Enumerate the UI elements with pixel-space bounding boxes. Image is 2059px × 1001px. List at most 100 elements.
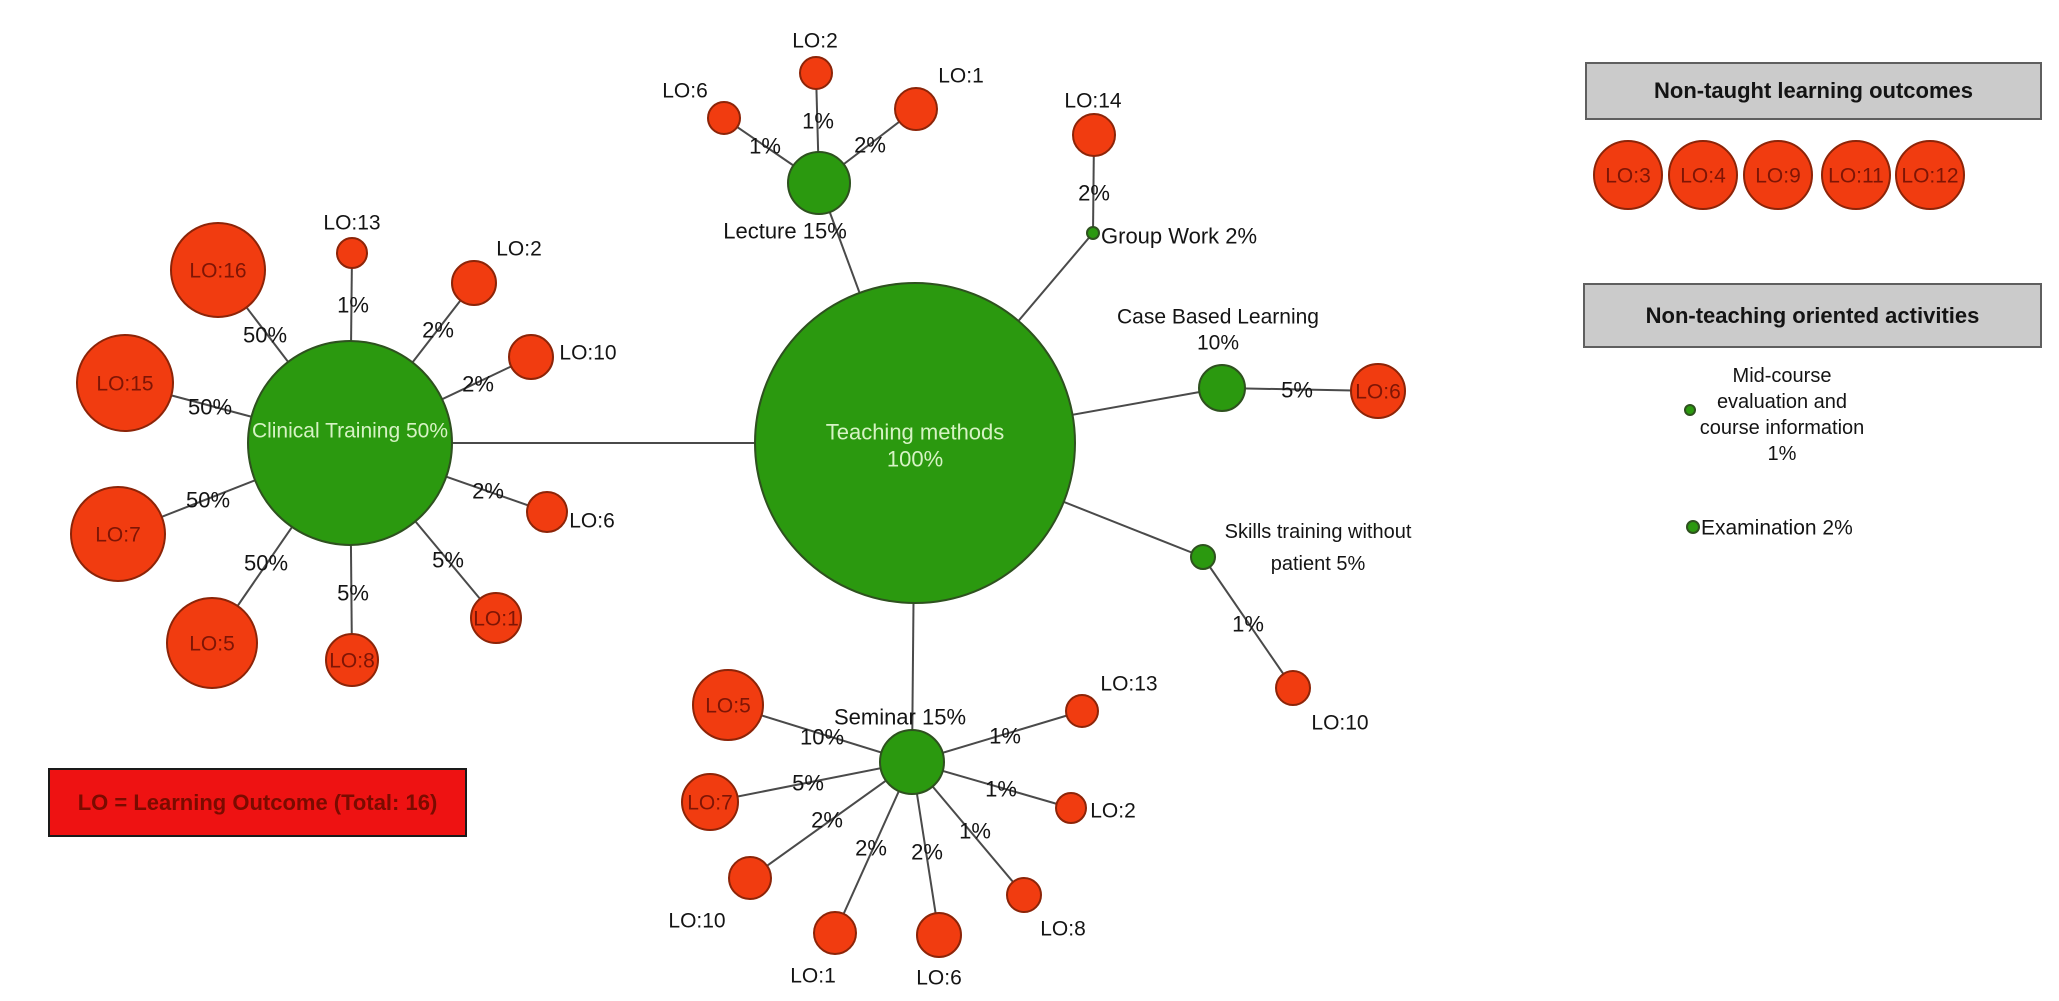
edge-label-skills-sk_lo10: 1%: [1232, 612, 1264, 637]
node-label-skills: patient 5%: [1271, 553, 1366, 575]
node-label-sem_lo1: LO:1: [790, 964, 836, 987]
node-ct_lo10: [508, 334, 554, 380]
node-label-groupwork: Group Work 2%: [1101, 224, 1257, 249]
node-nt_lo11: [1821, 140, 1891, 210]
edge-label-seminar-sem_lo10: 2%: [811, 808, 843, 833]
node-ct_lo6: [526, 491, 568, 533]
node-label-gw_lo14: LO:14: [1064, 89, 1122, 112]
node-cbl: [1198, 364, 1246, 412]
node-label-cbl: Case Based Learning: [1117, 305, 1319, 328]
node-label-ct_lo13: LO:13: [323, 211, 380, 234]
non-taught-panel: Non-taught learning outcomes: [1585, 62, 2042, 120]
node-ct_lo13: [336, 237, 368, 269]
node-label-clinical: Clinical Training 50%: [252, 419, 448, 442]
edge-label-clinical-ct_lo1: 5%: [432, 548, 464, 573]
node-ct_lo2: [451, 260, 497, 306]
edge-skills-sk_lo10: [1202, 556, 1294, 689]
node-label-teaching: Teaching methods: [826, 420, 1005, 445]
node-sem_lo10: [728, 856, 772, 900]
node-exam_dot: [1686, 520, 1700, 534]
node-clinical: [247, 340, 453, 546]
node-ct_lo8: [325, 633, 379, 687]
node-label-nt_lo4: LO:4: [1680, 164, 1726, 187]
non-teaching-panel-title: Non-teaching oriented activities: [1645, 302, 1980, 328]
edge-label-seminar-sem_lo6: 2%: [911, 840, 943, 865]
node-label-lec_lo6: LO:6: [662, 79, 708, 102]
edge-seminar-sem_lo10: [749, 761, 913, 879]
legend-box: LO = Learning Outcome (Total: 16): [48, 768, 467, 837]
node-label-sem_lo13: LO:13: [1100, 672, 1157, 695]
edge-label-clinical-ct_lo5: 50%: [244, 551, 288, 576]
edge-label-clinical-ct_lo10: 2%: [462, 372, 494, 397]
node-label-ct_lo5: LO:5: [189, 632, 235, 655]
node-cbl_lo6: [1350, 363, 1406, 419]
node-skills: [1190, 544, 1216, 570]
node-midcourse_dot: [1684, 404, 1696, 416]
edge-seminar-sem_lo7: [709, 761, 913, 803]
node-sem_lo13: [1065, 694, 1099, 728]
node-label-nt_lo3: LO:3: [1605, 164, 1651, 187]
node-nt_lo9: [1743, 140, 1813, 210]
edge-label-seminar-sem_lo7: 5%: [792, 771, 824, 796]
node-ct_lo15: [76, 334, 174, 432]
edge-label-lecture-lec_lo2: 1%: [802, 109, 834, 134]
node-label-ct_lo6: LO:6: [569, 509, 615, 532]
node-label-lec_lo1: LO:1: [938, 64, 984, 87]
node-label-sk_lo10: LO:10: [1311, 711, 1368, 734]
node-label-nt_lo9: LO:9: [1755, 164, 1801, 187]
edge-label-lecture-lec_lo6: 1%: [749, 134, 781, 159]
edge-label-clinical-ct_lo16: 50%: [243, 323, 287, 348]
node-ct_lo7: [70, 486, 166, 582]
node-nt_lo3: [1593, 140, 1663, 210]
node-seminar: [879, 729, 945, 795]
edge-label-seminar-sem_lo13: 1%: [989, 724, 1021, 749]
edge-label-lecture-lec_lo1: 2%: [854, 133, 886, 158]
node-label-lecture: Lecture 15%: [723, 219, 847, 244]
node-label-ct_lo16: LO:16: [189, 259, 246, 282]
non-teaching-panel: Non-teaching oriented activities: [1583, 283, 2042, 348]
node-label-ct_lo8: LO:8: [329, 649, 375, 672]
node-label-sem_lo5: LO:5: [705, 694, 751, 717]
node-label-ct_lo2: LO:2: [496, 237, 542, 260]
legend-label: LO = Learning Outcome (Total: 16): [77, 789, 438, 815]
node-sem_lo8: [1006, 877, 1042, 913]
edge-label-seminar-sem_lo1: 2%: [855, 836, 887, 861]
node-groupwork: [1086, 226, 1100, 240]
node-label-sem_lo8: LO:8: [1040, 917, 1086, 940]
node-label-skills: Skills training without: [1225, 521, 1412, 543]
node-label-lec_lo2: LO:2: [792, 29, 838, 52]
node-gw_lo14: [1072, 113, 1116, 157]
node-nt_lo12: [1895, 140, 1965, 210]
node-label-teaching: 100%: [887, 447, 943, 472]
node-label-sem_lo6: LO:6: [916, 966, 962, 989]
edge-label-seminar-sem_lo5: 10%: [800, 725, 844, 750]
node-label-ct_lo1: LO:1: [473, 607, 519, 630]
edge-label-seminar-sem_lo2: 1%: [985, 777, 1017, 802]
edge-label-clinical-ct_lo15: 50%: [188, 395, 232, 420]
node-lec_lo6: [707, 101, 741, 135]
node-label-ct_lo7: LO:7: [95, 523, 141, 546]
edge-label-clinical-ct_lo2: 2%: [422, 318, 454, 343]
node-teaching: [754, 282, 1076, 604]
node-sem_lo1: [813, 911, 857, 955]
edge-label-clinical-ct_lo6: 2%: [472, 479, 504, 504]
node-label-ct_lo10: LO:10: [559, 341, 616, 364]
node-label-sem_lo10: LO:10: [668, 909, 725, 932]
edge-label-clinical-ct_lo8: 5%: [337, 581, 369, 606]
node-lec_lo1: [894, 87, 938, 131]
node-sem_lo2: [1055, 792, 1087, 824]
edge-label-seminar-sem_lo8: 1%: [959, 819, 991, 844]
node-label-nt_lo11: LO:11: [1828, 164, 1884, 187]
node-sem_lo6: [916, 912, 962, 958]
node-label-sem_lo2: LO:2: [1090, 799, 1136, 822]
midcourse-note: Mid-course: [1733, 365, 1832, 387]
node-label-cbl: 10%: [1197, 331, 1239, 354]
node-label-seminar: Seminar 15%: [834, 705, 966, 730]
node-ct_lo5: [166, 597, 258, 689]
midcourse-note: course information: [1700, 417, 1865, 439]
examination-note: Examination 2%: [1701, 516, 1853, 539]
node-label-sem_lo7: LO:7: [687, 791, 733, 814]
node-lecture: [787, 151, 851, 215]
